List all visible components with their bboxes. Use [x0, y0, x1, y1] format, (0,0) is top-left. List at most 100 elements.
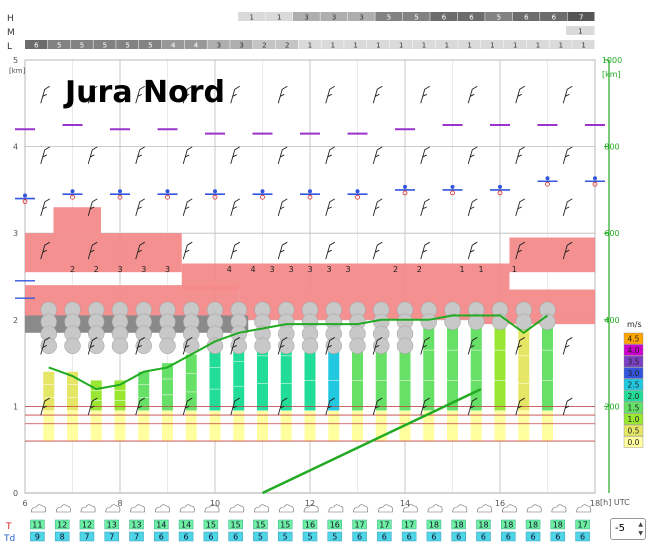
wind-barb: [515, 241, 525, 260]
wind-bar-base: [257, 410, 268, 442]
wind-barb: [515, 85, 525, 104]
temperature-cell: [178, 531, 194, 542]
temperature-value: 6: [506, 533, 511, 542]
cloud-cover-cell: [230, 40, 253, 49]
temperature-value: 18: [454, 521, 464, 530]
level-dot: [498, 184, 502, 189]
cloud-cover-cell: [526, 40, 549, 49]
legend-swatch: [623, 344, 644, 356]
wind-barb: [87, 85, 98, 104]
temperature-value: 6: [233, 533, 238, 542]
cloud-cover-value: 5: [414, 14, 418, 22]
row-label-M: M: [7, 28, 15, 38]
wind-barb: [230, 146, 240, 165]
cloud-label: 2: [70, 265, 75, 274]
offset-stepper[interactable]: -5 ▲ ▼: [610, 518, 646, 540]
temperature-value: 6: [382, 533, 387, 542]
wind-bar: [447, 319, 458, 411]
cloud-cover-cell: [503, 40, 527, 49]
cloud-cover-cell: [389, 40, 413, 49]
temperature-cell: [476, 519, 491, 530]
wind-barb: [230, 397, 240, 416]
legend-label: 1.5: [628, 404, 640, 413]
legend-label: 4.0: [628, 346, 640, 355]
wind-barb: [372, 146, 383, 165]
row-label-Td: Td: [3, 534, 15, 544]
wind-barb: [562, 198, 573, 217]
wind-bar: [375, 319, 387, 411]
temperature-value: 15: [280, 521, 290, 530]
wind-barb: [87, 146, 98, 165]
temperature-cell: [501, 531, 516, 542]
weather-cloud-icon: [477, 504, 492, 513]
left-axis-tick: 5: [13, 56, 18, 65]
wind-bar-base: [542, 410, 553, 442]
temperature-value: 9: [35, 533, 40, 542]
temperature-value: 6: [580, 533, 585, 542]
wind-barb: [420, 241, 430, 260]
cloud-cover-value: 3: [239, 42, 243, 50]
cloud-cover-cell: [320, 12, 348, 21]
x-axis-tick: 14: [400, 499, 410, 508]
cloud-circle: [64, 337, 81, 355]
temperature-cell: [228, 519, 243, 530]
wind-bar: [162, 363, 173, 411]
cloud-cover-cell: [540, 12, 568, 21]
temperature-value: 17: [354, 521, 364, 530]
cloud-cover-value: 1: [559, 42, 563, 50]
cloud-cover-value: 5: [125, 42, 129, 50]
temperature-value: 6: [555, 533, 560, 542]
wind-barb: [562, 146, 573, 165]
temperature-cell: [377, 519, 392, 530]
wind-barb: [562, 85, 573, 104]
temperature-cell: [203, 531, 219, 542]
wind-bar: [280, 328, 292, 411]
temperature-value: 18: [478, 521, 488, 530]
temperature-cell: [426, 519, 442, 530]
cloud-cover-value: 4: [194, 42, 199, 50]
weather-cloud-icon: [130, 504, 146, 513]
legend-swatch: [623, 424, 644, 437]
temperature-value: 14: [181, 521, 191, 530]
legend-swatch: [623, 390, 644, 402]
temperature-value: 6: [431, 533, 436, 542]
cloud-cover-value: 1: [581, 42, 585, 50]
temperature-value: 15: [255, 521, 265, 530]
temperature-cell: [79, 531, 95, 542]
temperature-value: 7: [134, 533, 139, 542]
cloud-cover-value: 1: [536, 42, 540, 50]
legend-label: 2.0: [628, 392, 640, 401]
cloud-cover-cell: [25, 40, 48, 49]
temperature-value: 5: [283, 533, 288, 542]
cloud-cover-cell: [184, 40, 207, 49]
temperature-cell: [377, 531, 392, 542]
wind-bar: [423, 319, 435, 411]
wind-barb: [135, 337, 145, 355]
level-dot: [70, 194, 75, 200]
weather-cloud-icon: [179, 504, 195, 513]
right-axis-tick: 1000: [602, 56, 622, 65]
temperature-cell: [476, 531, 491, 542]
temperature-value: 5: [332, 533, 337, 542]
temperature-value: 16: [330, 521, 340, 530]
right-axis-tick: 800: [604, 143, 619, 152]
wind-bar: [209, 345, 221, 411]
level-dot: [450, 184, 455, 189]
left-axis-tick: 1: [13, 402, 18, 411]
wind-barb: [40, 337, 50, 355]
temperature-value: 13: [107, 521, 117, 530]
wind-barb: [467, 397, 478, 416]
cloud-label: 1: [459, 265, 464, 274]
stepper-up-icon[interactable]: ▲: [638, 521, 643, 528]
left-axis-tick: 4: [13, 143, 18, 152]
wind-barb: [515, 337, 525, 355]
cloud-cover-cell: [321, 40, 344, 49]
level-dot: [165, 189, 170, 194]
stepper-down-icon[interactable]: ▼: [638, 530, 643, 537]
legend-swatch: [623, 413, 644, 425]
cloud-cover-cell: [402, 12, 430, 21]
legend-label: 0.5: [628, 427, 640, 436]
temperature-cell: [129, 531, 144, 542]
cloud-label: 3: [117, 265, 122, 274]
